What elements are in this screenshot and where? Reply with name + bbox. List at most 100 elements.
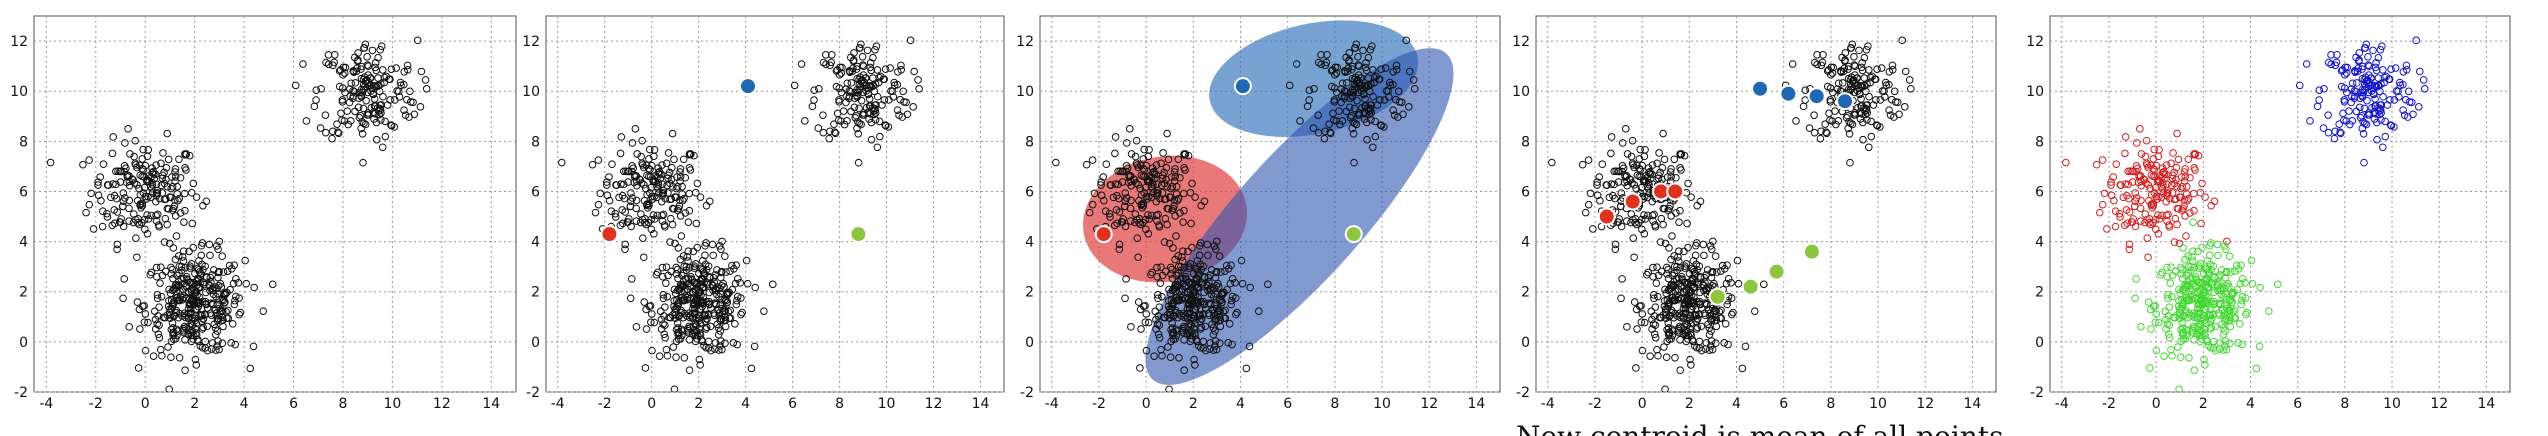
data-point: [630, 173, 639, 181]
data-point: [190, 289, 199, 298]
data-point: [2172, 163, 2181, 172]
data-point: [2359, 118, 2367, 126]
data-point: [1152, 325, 1160, 333]
data-point: [1154, 210, 1162, 219]
data-point: [392, 64, 401, 72]
data-point: [141, 310, 150, 318]
data-point: [658, 272, 667, 281]
data-point: [1350, 119, 1359, 128]
data-point: [685, 163, 694, 172]
data-point: [1139, 201, 1148, 210]
data-point: [2164, 210, 2172, 219]
data-point: [1107, 181, 1115, 189]
data-point: [588, 160, 597, 169]
data-point: [871, 45, 879, 54]
data-point: [1663, 337, 1671, 346]
data-point: [895, 111, 903, 119]
data-point: [666, 313, 675, 322]
data-point: [1207, 266, 1216, 274]
data-point: [2180, 202, 2188, 210]
data-point: [377, 42, 386, 51]
data-point: [1705, 346, 1714, 354]
data-point: [404, 66, 412, 74]
data-point: [1855, 89, 1864, 98]
data-point: [1217, 290, 1225, 298]
y-tick-label: 10: [1016, 84, 1034, 100]
data-point: [218, 252, 227, 261]
data-point: [185, 247, 193, 256]
data-point: [657, 315, 666, 324]
data-point: [153, 189, 162, 197]
data-point: [1688, 264, 1696, 273]
data-point: [1654, 271, 1663, 280]
data-point: [1169, 244, 1177, 252]
data-point: [1855, 46, 1863, 55]
data-point: [857, 40, 865, 49]
data-point: [2220, 284, 2229, 293]
data-point: [122, 178, 131, 187]
data-point: [1354, 88, 1363, 97]
data-point: [1661, 308, 1670, 317]
data-point: [2148, 203, 2156, 212]
data-point: [1660, 343, 1668, 351]
data-point: [143, 211, 151, 219]
data-point: [751, 283, 760, 292]
data-point: [649, 211, 658, 219]
data-point: [172, 232, 181, 240]
data-point: [2247, 256, 2256, 265]
x-tick-label: 6: [1779, 396, 1788, 412]
data-point: [640, 218, 649, 227]
x-tick-label: 8: [1330, 396, 1339, 412]
data-point: [163, 183, 172, 191]
data-point: [1382, 87, 1391, 95]
data-point: [2150, 165, 2159, 174]
data-point: [2182, 327, 2191, 335]
data-point: [1137, 325, 1145, 333]
data-point: [1194, 283, 1203, 292]
data-point: [169, 244, 178, 252]
data-point: [170, 328, 178, 337]
data-point: [2222, 267, 2231, 276]
data-point: [722, 290, 731, 298]
data-point: [1191, 299, 1200, 308]
data-point: [2243, 308, 2251, 317]
data-point: [2154, 318, 2163, 327]
data-point: [215, 237, 224, 246]
data-point: [1664, 319, 1673, 327]
data-point: [143, 175, 151, 184]
data-point: [1118, 178, 1127, 186]
data-point: [218, 307, 227, 316]
data-point: [659, 186, 667, 195]
data-point: [1132, 136, 1141, 145]
data-point: [2121, 149, 2129, 158]
data-point: [1127, 323, 1135, 331]
data-point: [215, 267, 223, 276]
data-point: [136, 171, 144, 180]
data-point: [2117, 181, 2125, 189]
data-point: [2402, 61, 2411, 70]
data-point: [2107, 181, 2115, 189]
data-point: [2115, 209, 2124, 218]
data-point: [661, 279, 670, 288]
data-point: [1641, 215, 1650, 223]
data-point: [139, 145, 147, 154]
y-tick-label: 2: [531, 285, 540, 301]
data-point: [2387, 65, 2395, 73]
data-point: [1631, 218, 1639, 227]
data-point: [1660, 155, 1669, 164]
data-point: [715, 242, 724, 250]
data-point: [1689, 266, 1697, 274]
data-point: [193, 299, 201, 308]
data-point: [1851, 78, 1860, 86]
data-point: [171, 172, 180, 181]
data-point: [1338, 79, 1347, 88]
data-point: [1650, 210, 1658, 219]
data-point: [1232, 310, 1240, 319]
data-point: [2190, 366, 2198, 375]
x-tick-label: 12: [1916, 396, 1934, 412]
data-point: [1906, 85, 1915, 93]
data-point: [2197, 219, 2205, 228]
data-point: [158, 174, 167, 183]
data-point: [1668, 232, 1676, 240]
data-point: [213, 242, 221, 250]
